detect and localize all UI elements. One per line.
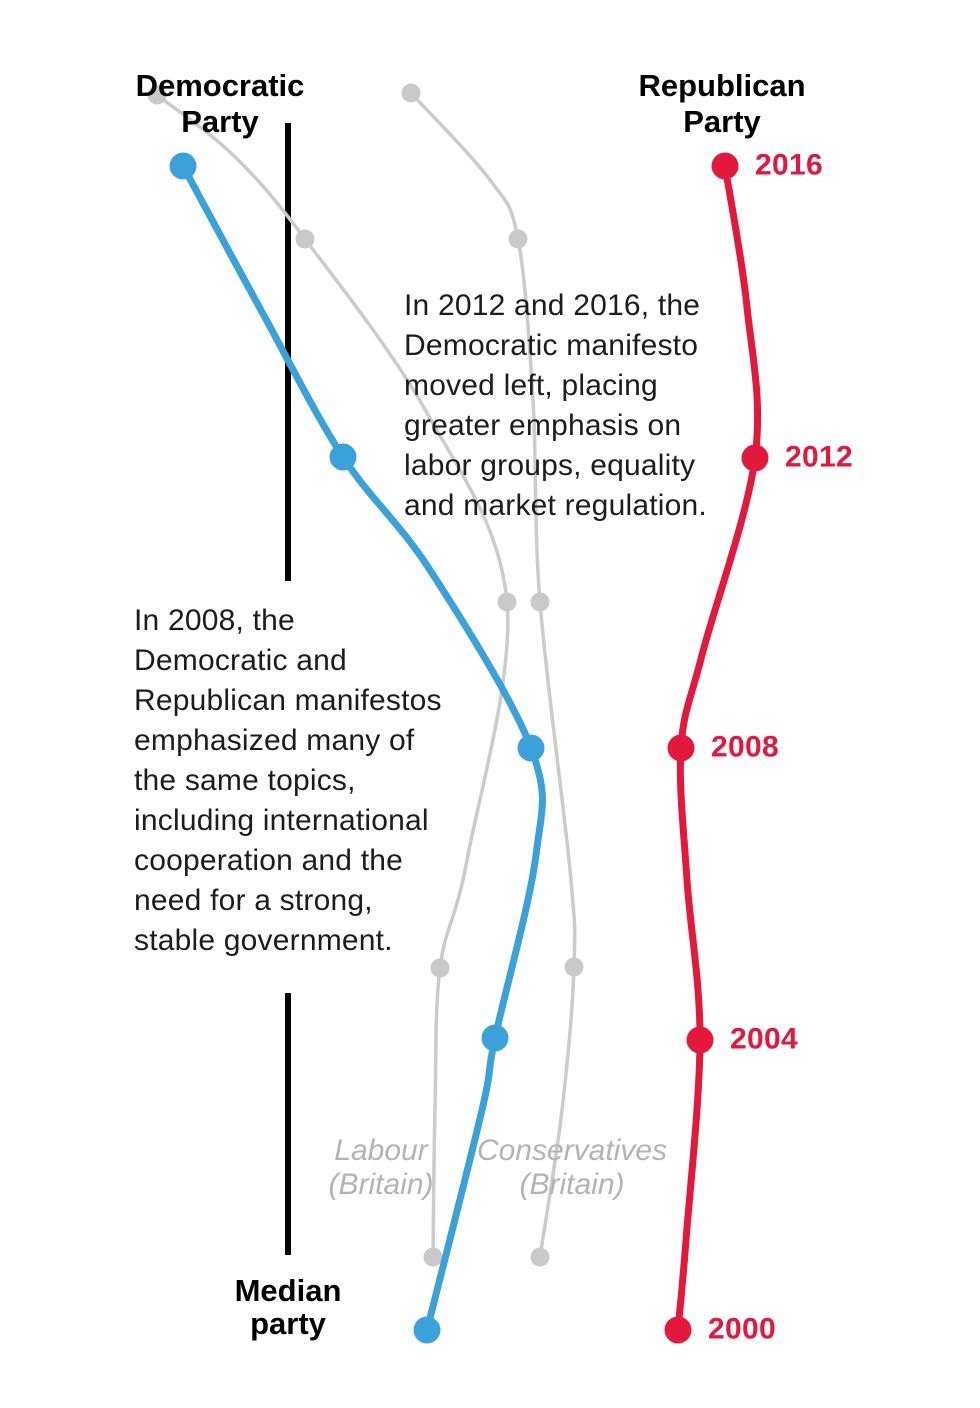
annotation-2008: In 2008, the Democratic and Republican m… bbox=[134, 604, 442, 957]
republican-dot bbox=[667, 734, 695, 762]
annotation-2012-2016: In 2012 and 2016, the Democratic manifes… bbox=[404, 289, 707, 522]
labour-dot bbox=[295, 229, 315, 249]
democratic-dot bbox=[413, 1316, 441, 1344]
median-party-label: Median party bbox=[234, 1273, 342, 1341]
democratic-dot bbox=[169, 152, 197, 180]
democratic-dot bbox=[517, 734, 545, 762]
conservatives-line bbox=[409, 91, 577, 1259]
conservatives-dot bbox=[508, 229, 528, 249]
labour-dot bbox=[423, 1247, 443, 1267]
republican-dot bbox=[686, 1026, 714, 1054]
conservatives-dot bbox=[530, 592, 550, 612]
conservatives-dot bbox=[564, 957, 584, 977]
labour-britain-label: Labour (Britain) bbox=[328, 1134, 434, 1201]
democratic-party-title: Democratic Party bbox=[135, 68, 305, 139]
republican-dot bbox=[741, 444, 769, 472]
republican-dot bbox=[711, 152, 739, 180]
labour-dot bbox=[430, 958, 450, 978]
republican-party-title: Republican Party bbox=[638, 68, 806, 139]
conservatives-dot bbox=[530, 1247, 550, 1267]
conservatives-dot bbox=[401, 83, 421, 103]
democratic-dot bbox=[481, 1024, 509, 1052]
democratic-dot bbox=[329, 443, 357, 471]
conservatives-britain-label: Conservatives (Britain) bbox=[476, 1134, 668, 1201]
labour-dot bbox=[497, 592, 517, 612]
republican-dot bbox=[664, 1316, 692, 1344]
labour-dot bbox=[147, 85, 167, 105]
